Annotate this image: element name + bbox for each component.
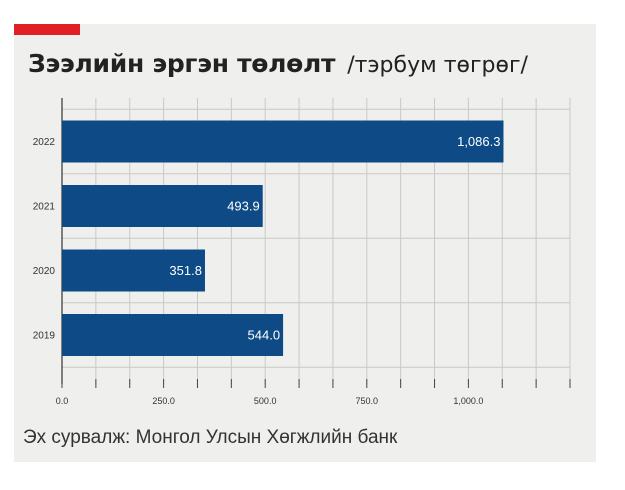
bar-2022 <box>62 120 504 163</box>
bar-value-label-2022: 1,086.3 <box>457 134 500 149</box>
chart-title-main: Зээлийн эргэн төлөлт <box>28 49 336 78</box>
x-tick-label: 1,000.0 <box>453 396 483 406</box>
category-label-2019: 2019 <box>33 331 56 342</box>
bar-2019 <box>62 314 284 356</box>
bar-value-label-2021: 493.9 <box>227 199 260 214</box>
x-tick-label: 0.0 <box>56 396 69 406</box>
bar-value-label-2020: 351.8 <box>169 263 202 278</box>
category-label-2020: 2020 <box>33 266 56 277</box>
x-tick-label: 250.0 <box>152 396 175 406</box>
bar-2021 <box>62 185 263 227</box>
accent-bar <box>14 24 80 35</box>
source-note: Эх сурвалж: Монгол Улсын Хөгжлийн банк <box>23 427 398 448</box>
chart-card <box>14 24 596 462</box>
x-tick-label: 750.0 <box>356 396 379 406</box>
chart-title: Зээлийн эргэн төлөлт/тэрбум төгрөг/ <box>28 44 528 88</box>
bar-value-label-2019: 544.0 <box>248 328 281 343</box>
category-label-2022: 2022 <box>33 137 56 148</box>
chart-unit-label: /тэрбум төгрөг/ <box>347 53 528 78</box>
bar-2020 <box>62 249 205 292</box>
category-label-2021: 2021 <box>33 202 56 213</box>
x-tick-label: 500.0 <box>254 396 277 406</box>
